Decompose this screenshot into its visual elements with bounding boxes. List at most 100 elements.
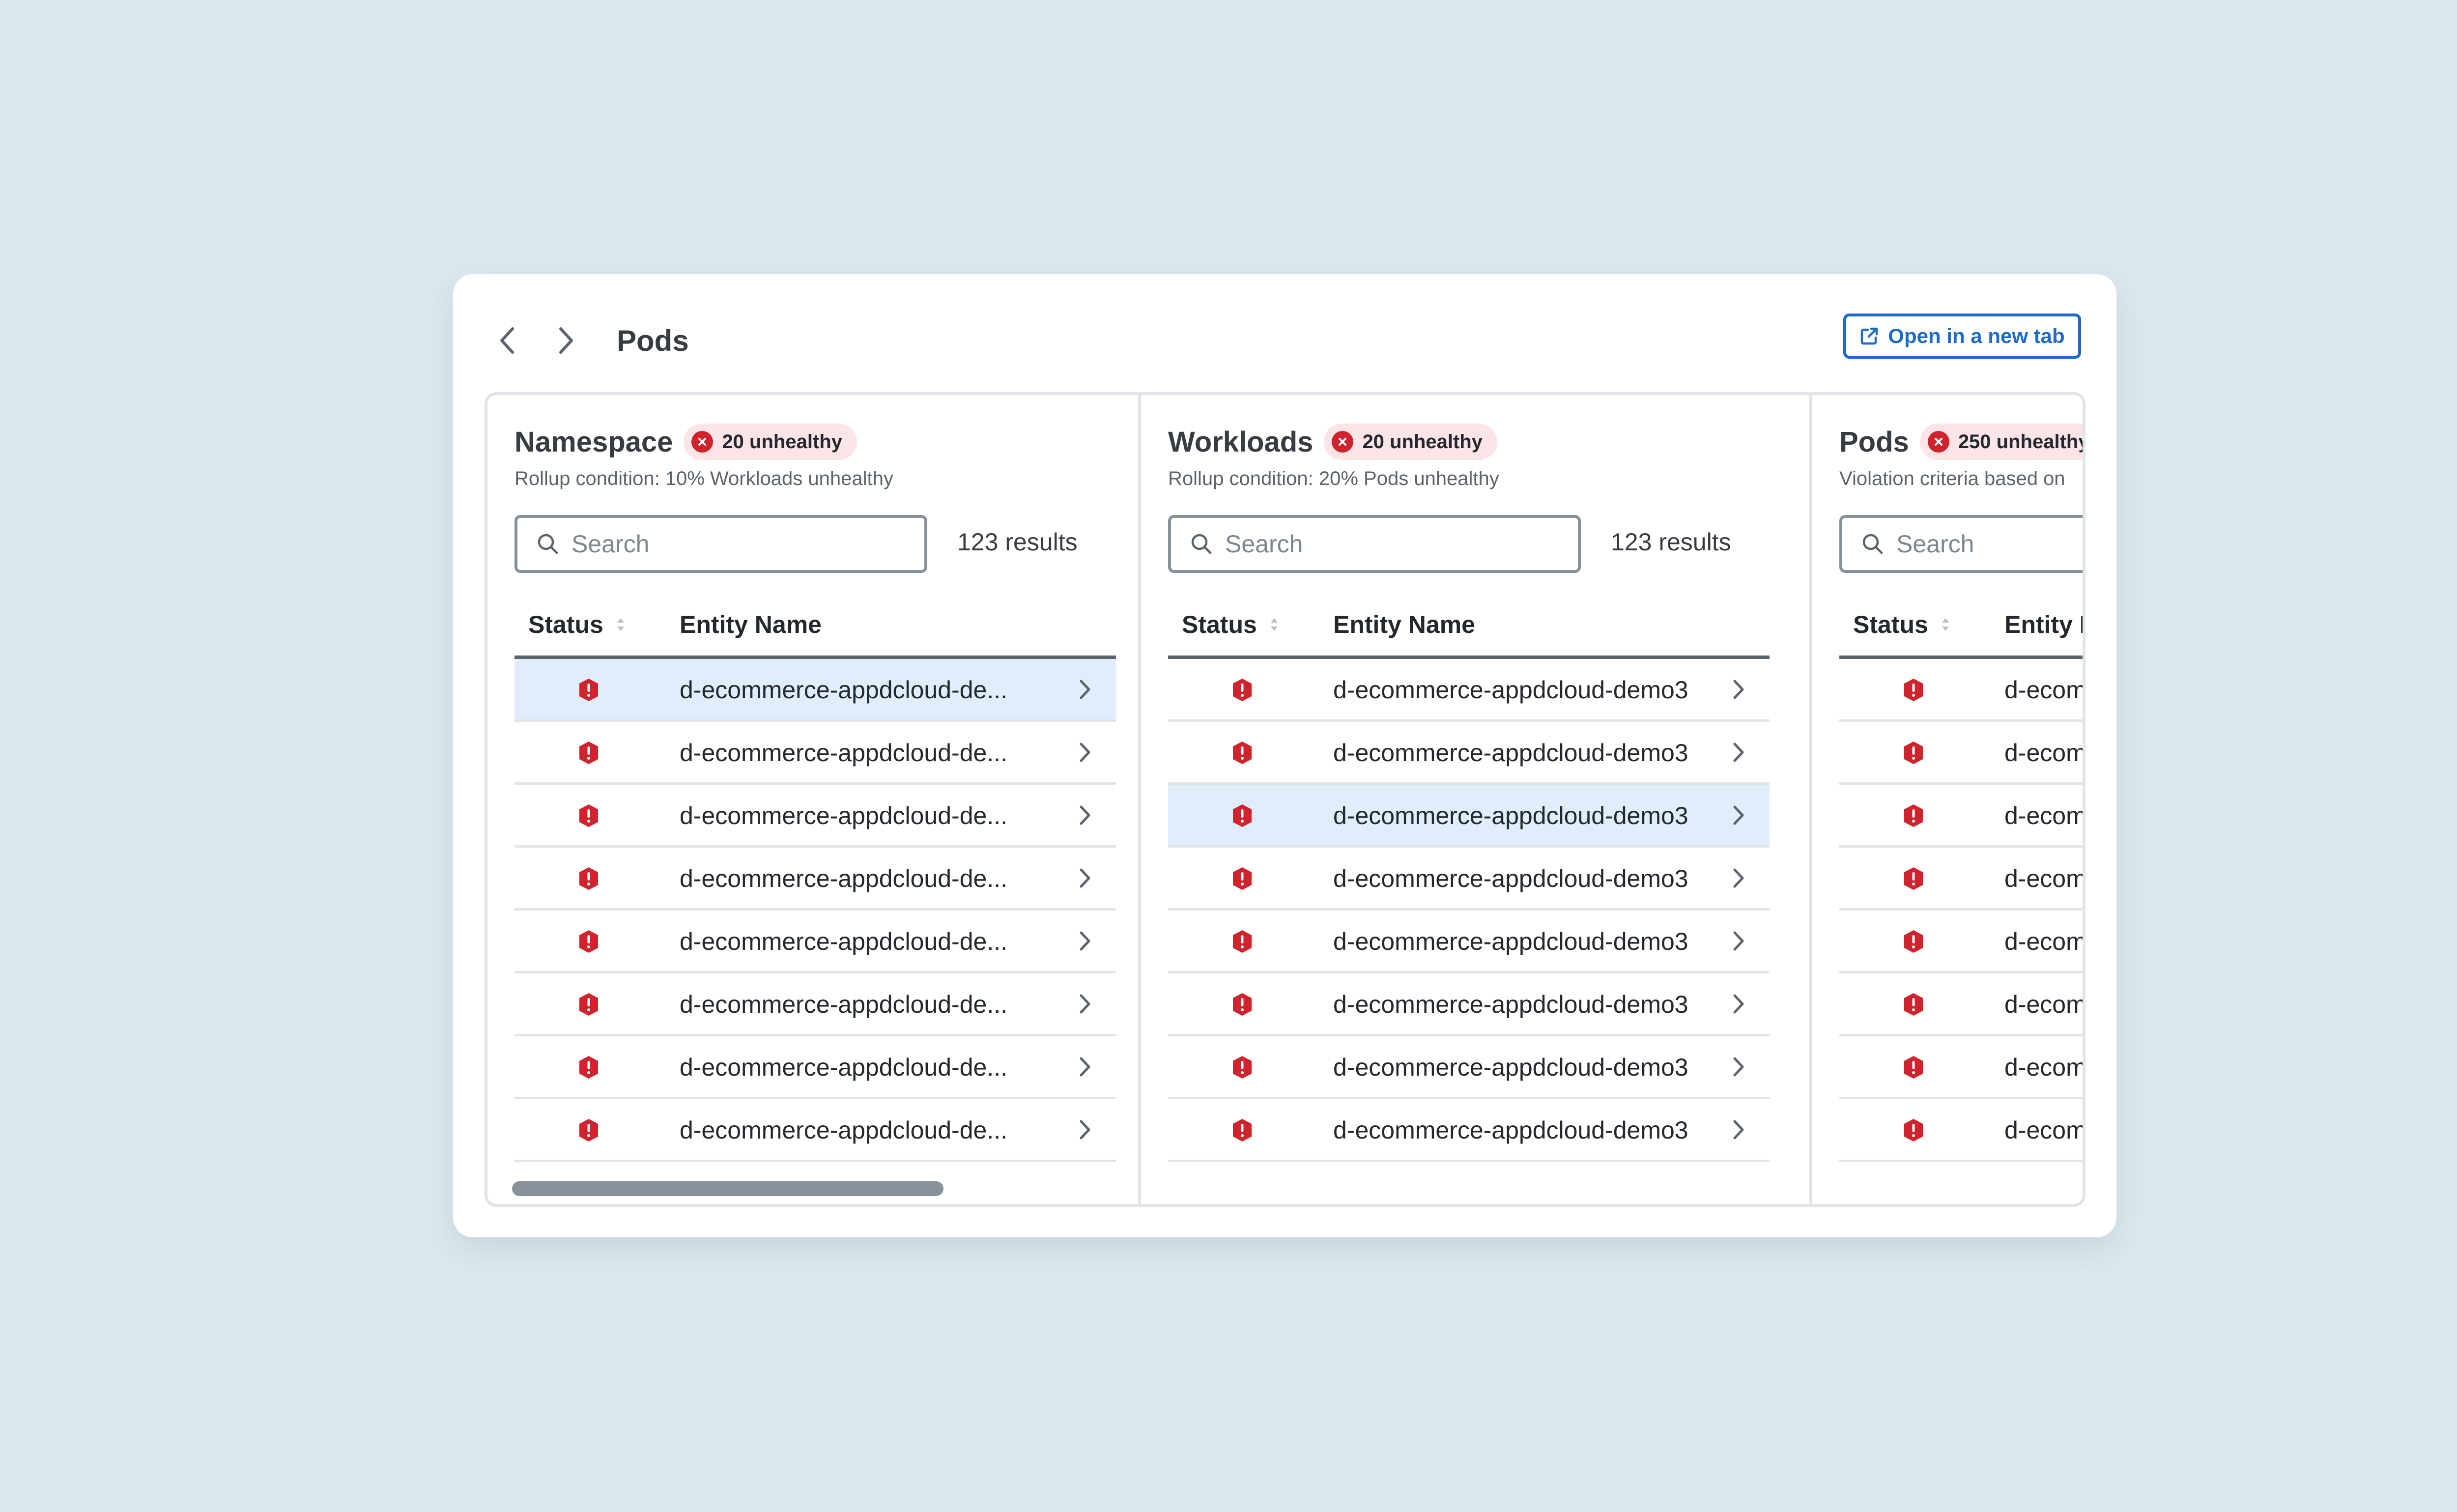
entity-name: d-ecommerce-appdcloud-de... bbox=[680, 739, 1007, 767]
table-row[interactable]: d-ecommerce-appdcloud-de... bbox=[514, 848, 1116, 911]
search-input[interactable] bbox=[571, 529, 916, 559]
critical-status-icon bbox=[1904, 867, 1923, 890]
table-row[interactable]: d-ecom bbox=[1839, 659, 2086, 722]
table-row[interactable]: d-ecommerce-appdcloud-de... bbox=[514, 659, 1116, 722]
unhealthy-badge: 20 unhealthy bbox=[684, 424, 857, 460]
entity-name-column-header[interactable]: Entity Name bbox=[680, 611, 822, 638]
pods-dialog: Pods Open in a new tab Namespace 20 unhe… bbox=[453, 274, 2116, 1237]
table-body: d-ecom d-ecom d-ecom d-ecom d-ecom d-eco… bbox=[1839, 659, 2086, 1162]
table-row[interactable]: d-ecom bbox=[1839, 785, 2086, 848]
search-icon bbox=[1191, 534, 1212, 554]
sort-icon[interactable] bbox=[615, 615, 626, 634]
table-row[interactable]: d-ecommerce-appdcloud-de... bbox=[514, 911, 1116, 973]
chevron-right-icon bbox=[1080, 1057, 1090, 1077]
table-row[interactable]: d-ecommerce-appdcloud-demo3 bbox=[1168, 911, 1770, 973]
sort-icon[interactable] bbox=[1269, 615, 1280, 634]
search-icon bbox=[538, 534, 558, 554]
table-row[interactable]: d-ecommerce-appdcloud-demo3 bbox=[1168, 785, 1770, 848]
panel-title-row: Namespace 20 unhealthy bbox=[514, 424, 857, 460]
sort-icon[interactable] bbox=[1940, 615, 1951, 634]
entity-name: d-ecommerce-appdcloud-demo3 bbox=[1333, 676, 1688, 704]
chevron-right-icon bbox=[559, 327, 573, 354]
back-button[interactable] bbox=[487, 316, 527, 365]
search-input[interactable] bbox=[1224, 529, 1570, 559]
chevron-right-icon bbox=[1080, 742, 1090, 762]
unhealthy-badge: 250 unhealthy bbox=[1919, 424, 2083, 460]
entity-name: d-ecom bbox=[2004, 739, 2086, 767]
status-column-header[interactable]: Status bbox=[1853, 610, 1951, 639]
entity-name: d-ecommerce-appdcloud-demo3 bbox=[1333, 802, 1688, 829]
results-count: 123 results bbox=[957, 528, 1078, 556]
table-row[interactable]: d-ecom bbox=[1839, 722, 2086, 785]
status-column-header[interactable]: Status bbox=[1182, 610, 1280, 639]
open-in-new-tab-label: Open in a new tab bbox=[1888, 324, 2065, 347]
chevron-right-icon bbox=[1080, 931, 1090, 951]
critical-status-icon bbox=[1233, 1056, 1252, 1079]
critical-status-icon bbox=[1904, 993, 1923, 1016]
table-row[interactable]: d-ecom bbox=[1839, 1099, 2083, 1162]
badge-label: 20 unhealthy bbox=[1362, 430, 1483, 453]
search-field[interactable] bbox=[1168, 515, 1581, 573]
search-field[interactable] bbox=[514, 515, 927, 573]
critical-status-icon bbox=[579, 804, 598, 827]
forward-button[interactable] bbox=[546, 316, 586, 365]
entity-name-column-header[interactable]: Entity N bbox=[2004, 611, 2083, 638]
table-row[interactable]: d-ecommerce-appdcloud-demo3 bbox=[1168, 722, 1770, 785]
status-header-label: Status bbox=[528, 611, 603, 638]
namespace-panel: Namespace 20 unhealthy Rollup condition:… bbox=[487, 395, 1138, 1204]
entity-name: d-ecommerce-appdcloud-demo3 bbox=[1333, 1054, 1688, 1081]
entity-name: d-ecommerce-appdcloud-de... bbox=[680, 991, 1007, 1018]
status-column-header[interactable]: Status bbox=[528, 610, 626, 639]
entity-name: d-ecommerce-appdcloud-demo3 bbox=[1333, 991, 1688, 1018]
panel-title-row: Workloads 20 unhealthy bbox=[1168, 424, 1497, 460]
critical-status-icon bbox=[1233, 930, 1252, 953]
entity-name: d-ecommerce-appdcloud-demo3 bbox=[1333, 928, 1688, 955]
open-in-new-tab-button[interactable]: Open in a new tab bbox=[1843, 314, 2081, 359]
critical-status-icon bbox=[1904, 1056, 1923, 1079]
search-input[interactable] bbox=[1895, 529, 2083, 559]
entity-name-column-header[interactable]: Entity Name bbox=[1333, 611, 1475, 638]
table-row[interactable]: d-ecommerce-appdcloud-demo3 bbox=[1168, 973, 1770, 1036]
table-row[interactable]: d-ecommerce-appdcloud-de... bbox=[514, 1099, 1116, 1162]
table-row[interactable]: d-ecommerce-appdcloud-demo3 bbox=[1168, 1099, 1770, 1162]
critical-status-icon bbox=[1904, 930, 1923, 953]
status-header-label: Status bbox=[1853, 611, 1928, 638]
horizontal-scrollbar[interactable] bbox=[512, 1181, 943, 1196]
entity-name: d-ecom bbox=[2004, 802, 2086, 829]
table-row[interactable]: d-ecommerce-appdcloud-de... bbox=[514, 973, 1116, 1036]
critical-status-icon bbox=[1233, 679, 1252, 701]
entity-table: Status Entity Name d-ecommerce-appdcloud… bbox=[1168, 600, 1770, 1162]
table-header: Status Entity N bbox=[1839, 600, 2083, 659]
table-header: Status Entity Name bbox=[1168, 600, 1770, 659]
rollup-condition: Rollup condition: 20% Pods unhealthy bbox=[1168, 468, 1499, 489]
search-icon bbox=[1862, 534, 1883, 554]
entity-name: d-ecommerce-appdcloud-de... bbox=[680, 802, 1007, 829]
table-row[interactable]: d-ecom bbox=[1839, 973, 2083, 1036]
entity-name: d-ecommerce-appdcloud-de... bbox=[680, 928, 1007, 955]
critical-status-icon bbox=[579, 1056, 598, 1079]
table-row[interactable]: d-ecommerce-appdcloud-demo3 bbox=[1168, 848, 1770, 911]
critical-status-icon bbox=[1233, 742, 1252, 764]
entity-name: d-ecom bbox=[2004, 865, 2086, 892]
table-body: d-ecommerce-appdcloud-demo3 d-ecommerce-… bbox=[1168, 659, 1770, 1162]
chevron-right-icon bbox=[1733, 994, 1744, 1014]
entity-name: d-ecom bbox=[2004, 928, 2086, 955]
table-row[interactable]: d-ecommerce-appdcloud-de... bbox=[514, 1036, 1116, 1099]
table-row[interactable]: d-ecom bbox=[1839, 911, 2086, 973]
chevron-right-icon bbox=[1080, 994, 1090, 1014]
table-row[interactable]: d-ecom bbox=[1839, 1036, 2083, 1099]
critical-status-icon bbox=[1904, 1119, 1923, 1141]
chevron-right-icon bbox=[1080, 868, 1090, 888]
table-row[interactable]: d-ecommerce-appdcloud-de... bbox=[514, 785, 1116, 848]
critical-status-icon bbox=[1904, 742, 1923, 764]
table-row[interactable]: d-ecommerce-appdcloud-demo3 bbox=[1168, 1036, 1770, 1099]
table-row[interactable]: d-ecom bbox=[1839, 848, 2086, 911]
table-row[interactable]: d-ecommerce-appdcloud-demo3 bbox=[1168, 659, 1770, 722]
rollup-condition: Rollup condition: 10% Workloads unhealth… bbox=[514, 468, 893, 489]
table-row[interactable]: d-ecommerce-appdcloud-de... bbox=[514, 722, 1116, 785]
entity-name: d-ecommerce-appdcloud-de... bbox=[680, 865, 1007, 892]
entity-name: d-ecom bbox=[2004, 676, 2086, 704]
critical-status-icon bbox=[579, 867, 598, 890]
dialog-header: Pods Open in a new tab bbox=[453, 274, 2116, 402]
search-field[interactable] bbox=[1839, 515, 2083, 573]
